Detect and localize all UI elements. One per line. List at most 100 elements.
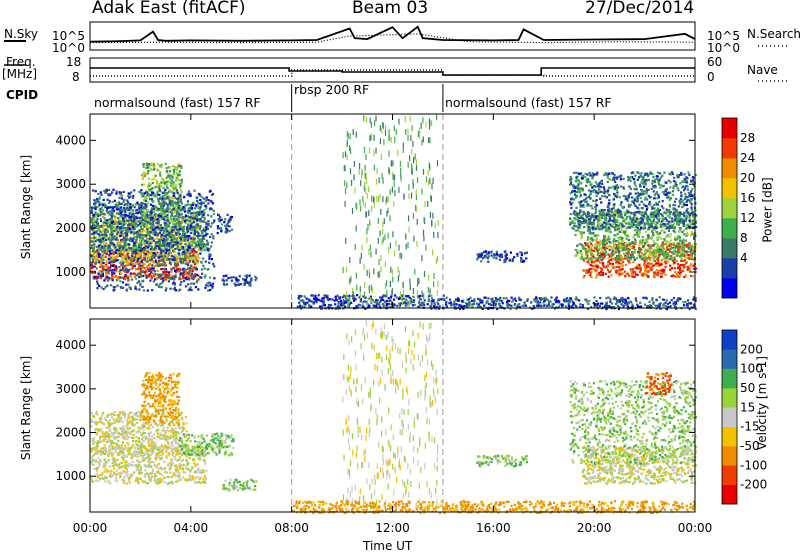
power-cell <box>693 250 696 253</box>
power-cell <box>652 272 656 275</box>
power-cell <box>131 212 134 215</box>
power-cell <box>194 211 197 215</box>
power-cell <box>127 201 130 204</box>
power-cell <box>373 305 376 308</box>
power-cell <box>108 250 111 253</box>
power-cell <box>660 259 663 262</box>
power-cell <box>137 272 140 275</box>
power-cell <box>365 211 367 218</box>
power-cell <box>108 269 111 272</box>
power-cell <box>154 226 157 229</box>
power-cell <box>145 212 149 215</box>
power-cell <box>170 219 173 222</box>
power-cell <box>370 297 372 304</box>
power-cell <box>161 208 164 212</box>
power-cell <box>138 276 141 279</box>
power-cell <box>185 249 188 252</box>
power-cell <box>377 217 379 224</box>
power-cell <box>119 231 122 234</box>
power-cell <box>373 268 375 275</box>
power-cell <box>212 235 215 238</box>
power-cell <box>151 178 154 181</box>
power-cell <box>505 253 508 256</box>
power-cell <box>146 241 149 244</box>
power-cell <box>102 288 105 291</box>
power-cell <box>342 299 344 305</box>
power-cell <box>159 277 163 281</box>
power-cell <box>93 271 97 274</box>
power-cell <box>164 194 167 197</box>
power-cell <box>191 216 194 220</box>
power-cell <box>672 222 676 225</box>
power-cell <box>599 267 602 270</box>
power-cell <box>601 273 604 276</box>
power-cell <box>115 228 118 231</box>
power-cell <box>165 242 168 245</box>
power-cell <box>116 259 120 262</box>
power-cell <box>433 272 435 279</box>
power-cell <box>173 237 176 240</box>
power-cell <box>97 276 100 279</box>
power-cell <box>180 241 183 244</box>
power-cell <box>123 242 126 245</box>
power-cell <box>670 254 673 258</box>
power-cell <box>118 270 121 273</box>
power-cell <box>196 223 199 226</box>
power-cell <box>116 243 119 246</box>
power-cell <box>224 224 227 227</box>
power-cell <box>351 287 354 294</box>
power-cell <box>142 208 145 212</box>
power-cell <box>360 180 362 187</box>
power-cell <box>157 207 160 211</box>
power-cell <box>133 216 136 219</box>
power-cell <box>153 278 157 281</box>
power-cell <box>113 235 116 238</box>
power-cell <box>162 232 165 235</box>
power-cell <box>170 231 174 234</box>
power-cell <box>118 247 121 250</box>
power-cell <box>152 165 155 168</box>
power-cell <box>684 224 687 227</box>
power-cell <box>199 220 202 223</box>
power-cell <box>150 198 153 201</box>
power-cell <box>378 305 381 308</box>
power-cell <box>392 298 396 301</box>
power-cell <box>141 224 144 227</box>
power-cell <box>156 209 159 212</box>
power-cell <box>162 217 165 220</box>
power-cell <box>123 206 126 209</box>
power-cell <box>325 295 328 299</box>
power-cell <box>114 285 117 289</box>
power-cell <box>170 200 174 203</box>
power-cell <box>139 284 142 287</box>
power-cell <box>135 249 138 252</box>
power-cell <box>587 236 590 239</box>
power-cell <box>163 191 166 194</box>
power-cell <box>212 212 215 216</box>
power-cell <box>177 210 180 213</box>
power-cell <box>110 277 113 280</box>
power-cell <box>590 251 593 254</box>
power-cell <box>169 230 172 233</box>
power-cell <box>180 227 184 231</box>
power-cell <box>92 234 95 237</box>
power-cell <box>104 238 108 242</box>
power-cell <box>649 251 652 254</box>
power-cell <box>206 248 209 251</box>
power-cell <box>359 286 361 293</box>
power-cell <box>168 177 171 180</box>
power-cell <box>161 226 164 230</box>
power-cell <box>161 259 164 262</box>
power-cell <box>117 217 120 220</box>
power-cell <box>96 282 99 285</box>
power-cell <box>162 178 165 182</box>
power-cell <box>172 215 176 218</box>
power-cell <box>520 259 524 262</box>
power-cell <box>589 258 593 261</box>
power-cell <box>114 251 117 254</box>
power-cell <box>428 118 430 125</box>
power-cell <box>202 235 205 238</box>
power-cell <box>146 162 149 165</box>
power-cell <box>197 218 200 221</box>
power-cell <box>371 205 373 212</box>
